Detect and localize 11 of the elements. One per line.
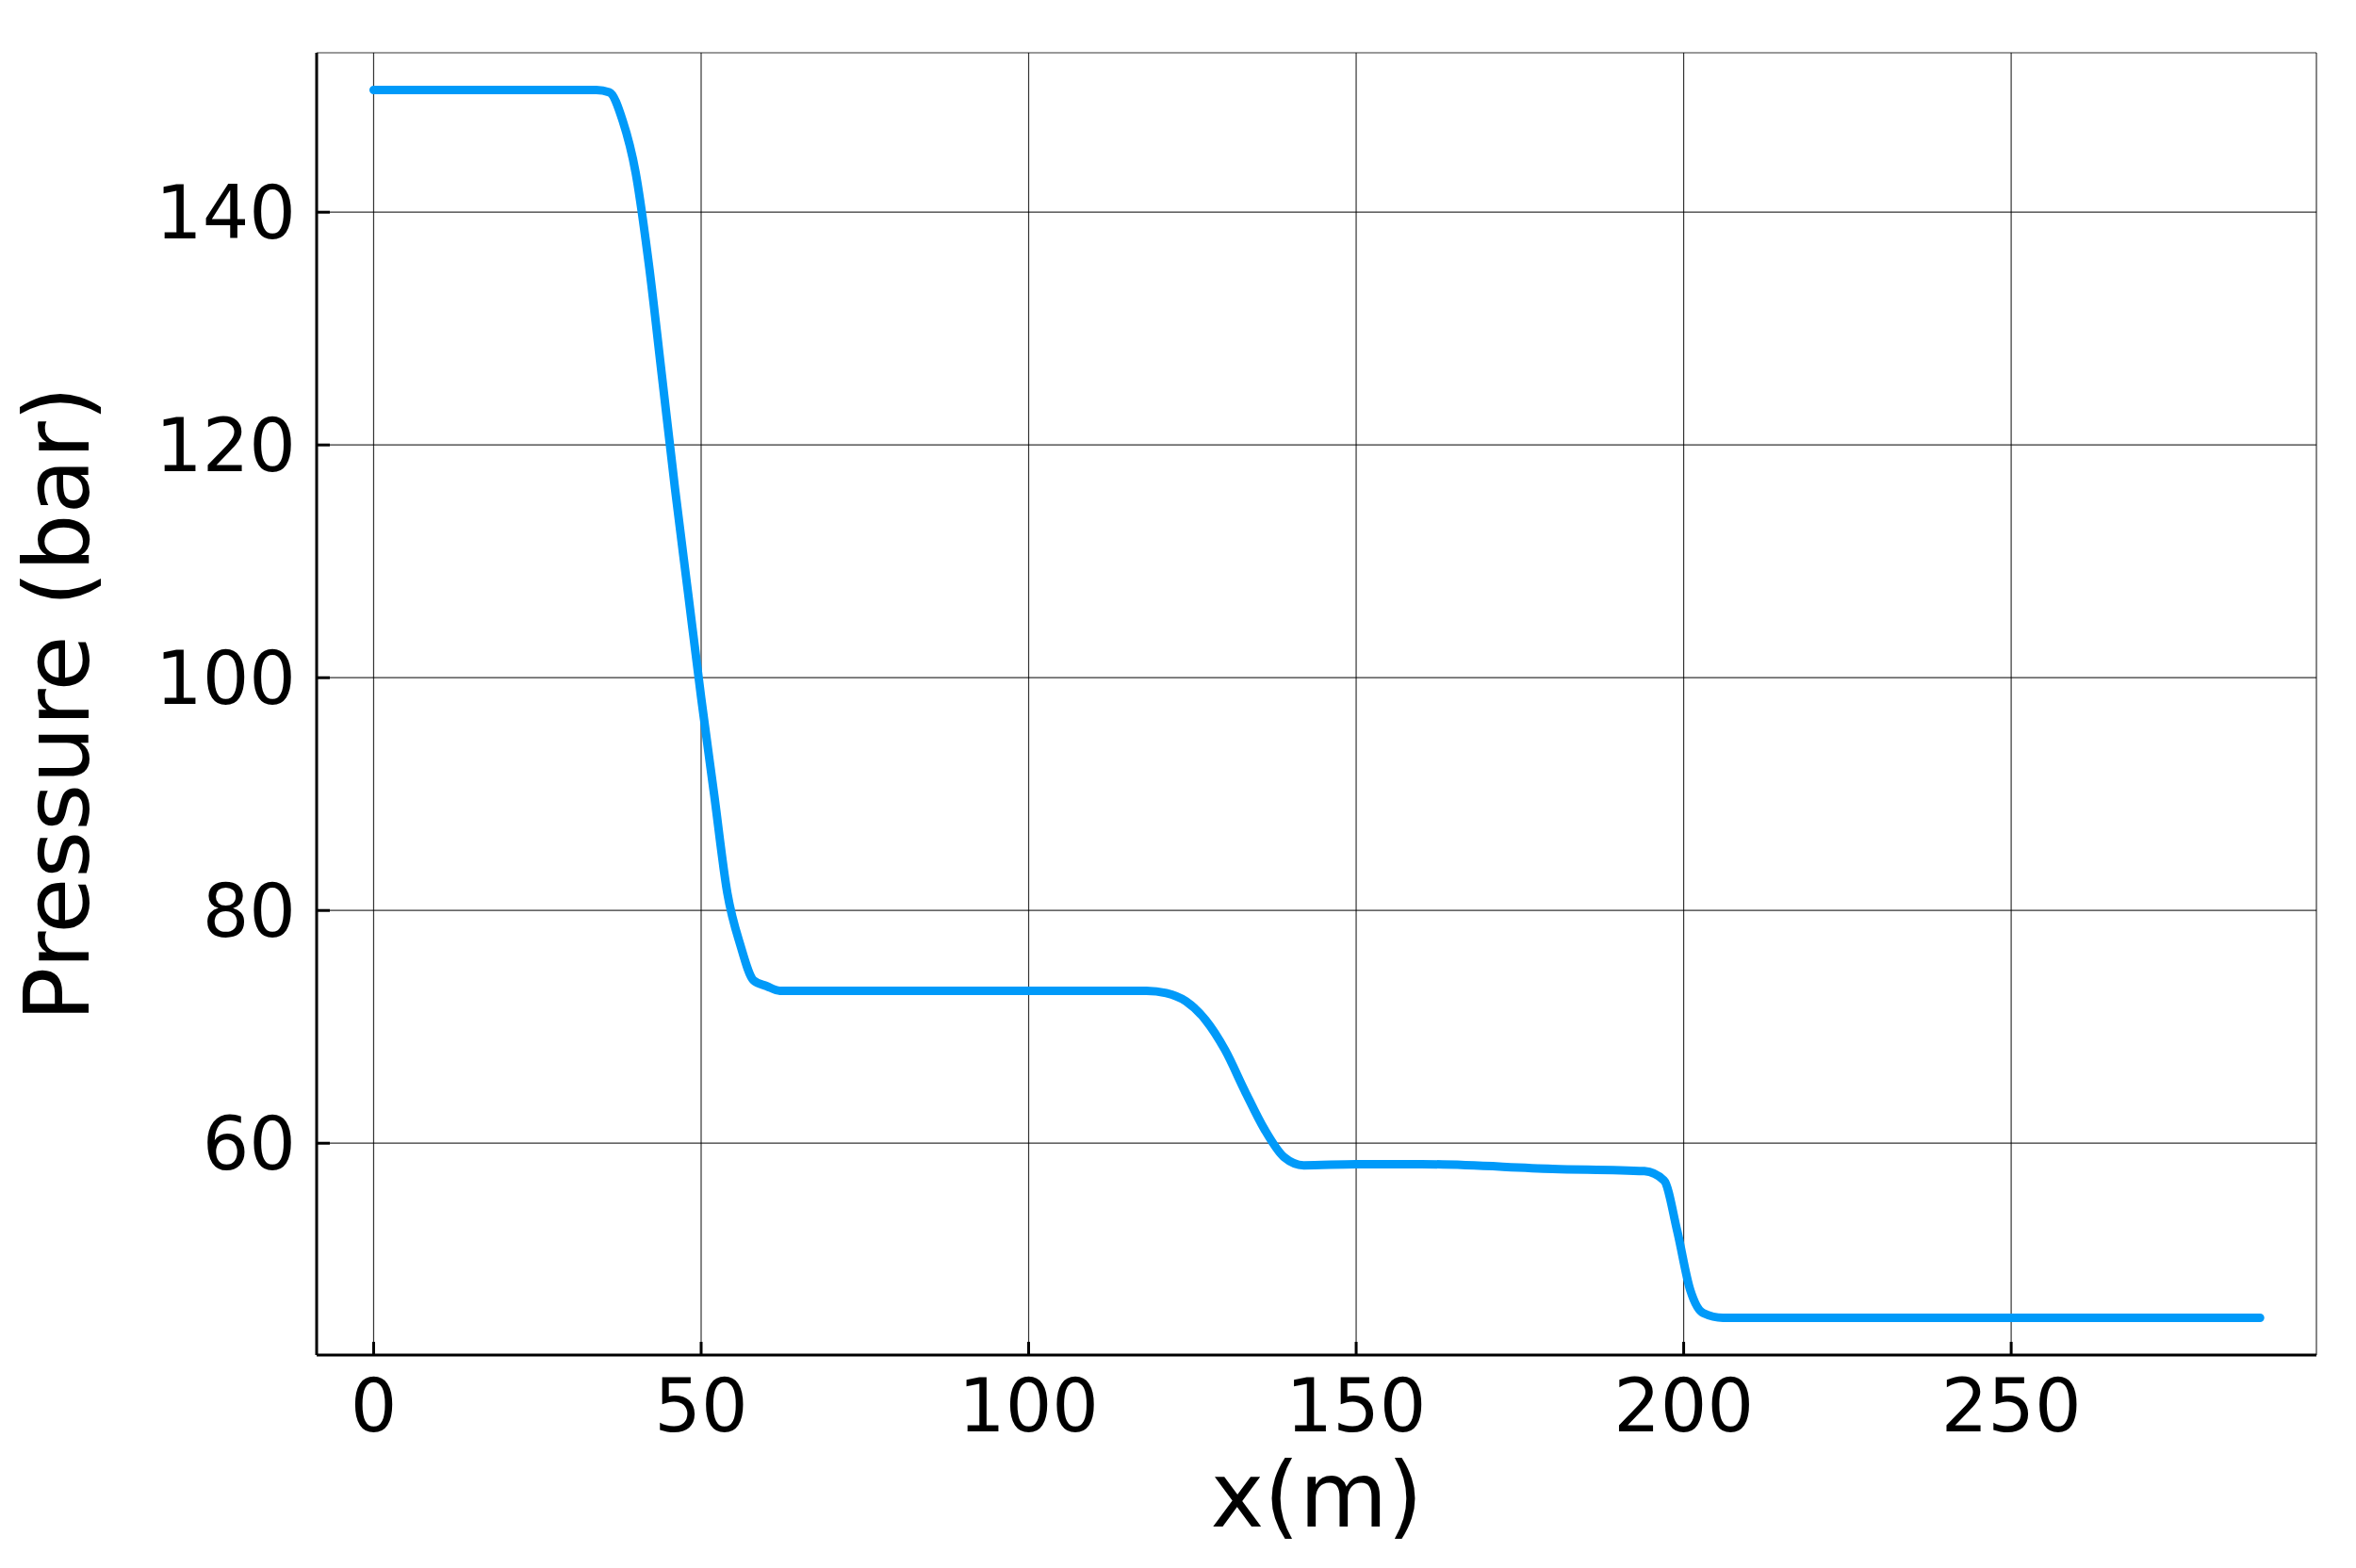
y-tick-label: 120 — [155, 402, 296, 488]
y-tick-label: 100 — [155, 635, 296, 721]
x-tick-label: 200 — [1613, 1364, 1755, 1449]
x-tick-label: 50 — [654, 1364, 748, 1449]
y-tick-label: 80 — [202, 868, 296, 954]
y-axis-title: Pressure (bar) — [5, 385, 111, 1022]
x-tick-label: 100 — [958, 1364, 1099, 1449]
x-tick-label: 250 — [1940, 1364, 2082, 1449]
x-tick-label: 0 — [350, 1364, 398, 1449]
y-tick-label: 60 — [202, 1101, 296, 1186]
y-tick-label: 140 — [155, 170, 296, 255]
